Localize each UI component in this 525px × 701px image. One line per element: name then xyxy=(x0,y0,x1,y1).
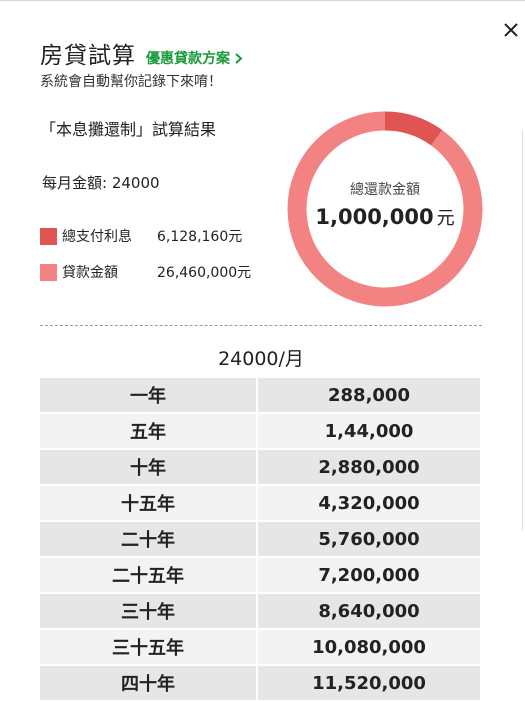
table-title: 24000/月 xyxy=(218,348,304,370)
page-title: 房貸試算 xyxy=(40,43,136,69)
period-cell: 十年 xyxy=(40,450,256,484)
close-button[interactable] xyxy=(499,18,523,42)
table-row: 三十年 8,640,000 xyxy=(40,594,480,628)
period-cell: 三十五年 xyxy=(40,630,256,664)
result-title: 「本息攤還制」試算結果 xyxy=(40,120,217,139)
donut-segment-principal xyxy=(287,111,483,307)
period-cell: 二十五年 xyxy=(40,558,256,592)
amount-cell: 11,520,000 xyxy=(258,666,480,700)
donut-chart: 總還款金額 1,000,000 元 xyxy=(285,109,485,309)
table-row: 一年 288,000 xyxy=(40,378,480,412)
period-cell: 二十年 xyxy=(40,522,256,556)
amount-cell: 288,000 xyxy=(258,378,480,412)
top-divider xyxy=(0,0,525,1)
donut-total-unit: 元 xyxy=(436,208,455,229)
header: 房貸試算 優惠貸款方案 xyxy=(40,36,243,69)
promo-loan-link[interactable]: 優惠貸款方案 xyxy=(146,48,243,68)
legend-swatch-principal xyxy=(40,263,57,281)
amount-cell: 8,640,000 xyxy=(258,594,480,628)
amount-cell: 10,080,000 xyxy=(258,630,480,664)
table-row: 四十年 11,520,000 xyxy=(40,666,480,700)
table-row: 三十五年 10,080,000 xyxy=(40,630,480,664)
section-divider xyxy=(40,325,482,326)
period-cell: 一年 xyxy=(40,378,256,412)
period-cell: 三十年 xyxy=(40,594,256,628)
donut-label: 總還款金額 xyxy=(350,182,420,198)
monthly-payment: 每月金額: 24000 xyxy=(42,174,160,192)
legend-value: 26,460,000元 xyxy=(157,265,252,281)
period-cell: 五年 xyxy=(40,414,256,448)
promo-link-label: 優惠貸款方案 xyxy=(146,51,230,67)
table-row: 五年 1,44,000 xyxy=(40,414,480,448)
chevron-right-icon xyxy=(235,52,243,64)
legend-swatch-interest xyxy=(40,227,57,245)
legend-label: 總支付利息 xyxy=(62,229,132,245)
amount-cell: 7,200,000 xyxy=(258,558,480,592)
donut-total-value: 1,000,000 xyxy=(315,205,434,229)
close-icon xyxy=(504,23,518,37)
period-cell: 四十年 xyxy=(40,666,256,700)
scroll-edge xyxy=(522,130,523,530)
amount-cell: 5,760,000 xyxy=(258,522,480,556)
table-row: 二十年 5,760,000 xyxy=(40,522,480,556)
subtitle: 系統會自動幫你記錄下來唷！ xyxy=(40,74,222,90)
donut-svg xyxy=(287,111,483,307)
table-row: 十年 2,880,000 xyxy=(40,450,480,484)
legend-label: 貸款金額 xyxy=(62,265,118,281)
donut-total: 1,000,000 元 xyxy=(285,204,485,230)
table-row: 十五年 4,320,000 xyxy=(40,486,480,520)
period-cell: 十五年 xyxy=(40,486,256,520)
legend-value: 6,128,160元 xyxy=(157,229,243,245)
amount-cell: 4,320,000 xyxy=(258,486,480,520)
amount-cell: 2,880,000 xyxy=(258,450,480,484)
payment-table: 一年 288,000 五年 1,44,000 十年 2,880,000 十五年 4,320,0… xyxy=(38,376,482,701)
table-row: 二十五年 7,200,000 xyxy=(40,558,480,592)
legend-interest: 總支付利息 6,128,160元 xyxy=(40,226,242,246)
amount-cell: 1,44,000 xyxy=(258,414,480,448)
legend-principal: 貸款金額 26,460,000元 xyxy=(40,262,251,282)
